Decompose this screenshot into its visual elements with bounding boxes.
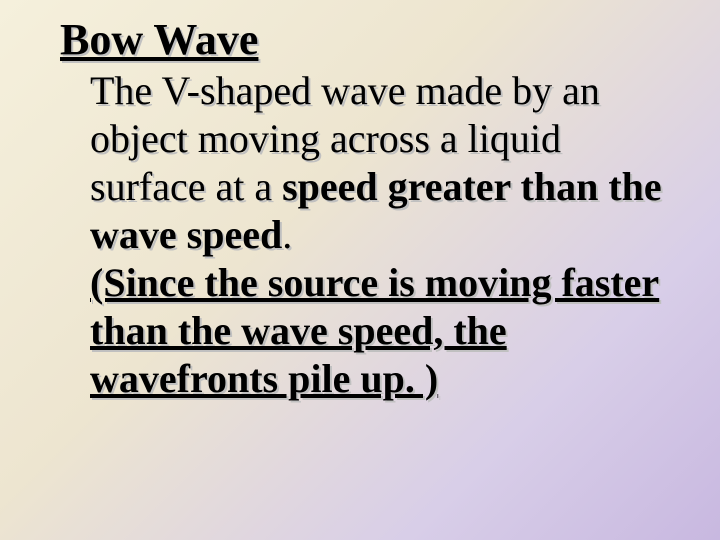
- title-block: Bow Wave Bow Wave: [60, 14, 680, 65]
- slide-title: Bow Wave: [60, 14, 680, 65]
- body-text: The V-shaped wave made by an object movi…: [90, 67, 680, 403]
- slide-container: Bow Wave Bow Wave The V-shaped wave made…: [0, 0, 720, 540]
- body-note: (Since the source is moving faster than …: [90, 260, 659, 401]
- body-period: .: [282, 212, 292, 257]
- body-block: The V-shaped wave made by an object movi…: [60, 67, 680, 403]
